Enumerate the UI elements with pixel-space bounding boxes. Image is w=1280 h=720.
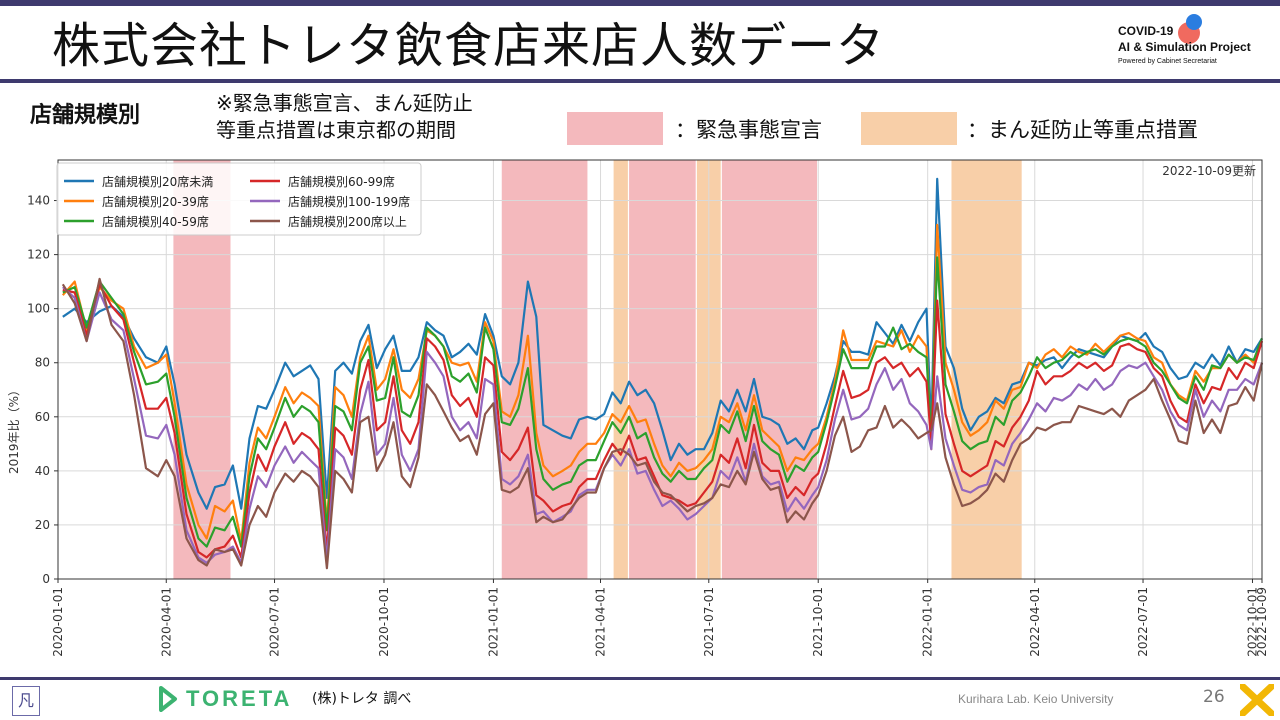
title-divider: [0, 79, 1280, 83]
legend-label-3: 店舗規模別60-99席: [288, 174, 395, 189]
y-tick-label: 0: [42, 572, 50, 586]
x-tick-label: 2022-10-01: [1245, 587, 1259, 657]
shaded-period-2: [613, 160, 628, 579]
logo-line-3: Powered by Cabinet Secretariat: [1118, 58, 1217, 65]
y-tick-label: 60: [35, 410, 50, 424]
page-title: 株式会社トレタ飲食店来店人数データ: [52, 18, 886, 74]
x-tick-label: 2020-04-01: [159, 587, 173, 657]
y-tick-label: 20: [35, 518, 50, 532]
covid-ai-project-logo: COVID-19 AI & Simulation Project Powered…: [1118, 14, 1278, 72]
x-tick-label: 2020-07-01: [268, 587, 282, 657]
x-tick-label: 2021-01-01: [486, 587, 500, 657]
plot-frame: [57, 159, 1263, 580]
visitor-line-chart: 0 20 40 60 80 100 120 140 2020-01-01 2020-04-01 20…: [7, 159, 1269, 657]
series-line-1: [61, 223, 1264, 543]
lab-logo-icon: 凡: [12, 686, 40, 716]
series-line-4: [62, 286, 1264, 564]
logo-blue-dot-icon: [1186, 14, 1202, 30]
x-tick-label: 2021-10-01: [811, 587, 825, 657]
emergency-legend-swatch: [567, 112, 663, 145]
shaded-period-5: [721, 160, 818, 579]
page-number: 26: [1203, 687, 1225, 707]
priority-measures-legend-swatch: [861, 112, 957, 145]
x-tick-label: 2022-04-01: [1028, 587, 1042, 657]
section-subtitle: 店舗規模別: [30, 103, 141, 128]
legend-label-2: 店舗規模別40-59席: [102, 214, 209, 229]
note-line-2: 等重点措置は東京都の期間: [216, 118, 456, 142]
x-tick-label: 2021-07-01: [702, 587, 716, 657]
shaded-period-6: [951, 160, 1022, 579]
logo-line-2: AI & Simulation Project: [1118, 40, 1251, 54]
y-tick-label: 80: [35, 356, 50, 370]
legend-label-5: 店舗規模別200席以上: [288, 214, 407, 229]
y-tick-label: 100: [27, 302, 50, 316]
update-note: 2022-10-09更新: [1162, 163, 1256, 178]
toreta-brand: TORETA: [186, 686, 293, 711]
data-source: (株)トレタ 調べ: [312, 691, 412, 707]
x-tick-label: 2020-10-01: [377, 587, 391, 657]
x-tick-label: 2021-04-01: [594, 587, 608, 657]
legend-label-1: 店舗規模別20-39席: [102, 194, 209, 209]
corner-x-icon: [1240, 684, 1274, 716]
y-tick-label: 140: [27, 194, 50, 208]
series-line-3: [62, 283, 1264, 559]
footer-divider: [0, 677, 1280, 680]
y-axis-label: 2019年比（%）: [7, 384, 21, 474]
y-tick-label: 40: [35, 464, 50, 478]
series-lines: [61, 177, 1264, 570]
shaded-period-1: [501, 160, 588, 579]
lab-credit: Kurihara Lab. Keio University: [958, 692, 1114, 706]
top-accent-bar: [0, 0, 1280, 6]
x-tick-label: 2022-01-01: [921, 587, 935, 657]
series-line-5: [61, 277, 1264, 570]
x-tick-label: 2022-07-01: [1136, 587, 1150, 657]
series-line-2: [62, 256, 1264, 548]
series-line-0: [62, 177, 1263, 510]
y-tick-label: 120: [27, 248, 50, 262]
legend-label-0: 店舗規模別20席未満: [102, 174, 213, 189]
priority-measures-legend-label: ：まん延防止等重点措置: [967, 118, 1198, 142]
legend-label-4: 店舗規模別100-199席: [288, 194, 410, 209]
period-note: ※緊急事態宣言、まん延防止 等重点措置は東京都の期間: [216, 90, 473, 144]
emergency-legend-label: ：緊急事態宣言: [675, 118, 822, 142]
logo-line-1: COVID-19: [1118, 24, 1174, 38]
chart-axes: 0 20 40 60 80 100 120 140 2020-01-01 2020-04-01 20…: [27, 159, 1269, 657]
x-tick-label: 2022-10-09: [1255, 587, 1269, 657]
legend-frame: [56, 162, 422, 236]
toreta-mark-icon: [159, 686, 177, 712]
note-line-1: ※緊急事態宣言、まん延防止: [216, 91, 473, 115]
x-tick-label: 2020-01-01: [51, 587, 65, 657]
